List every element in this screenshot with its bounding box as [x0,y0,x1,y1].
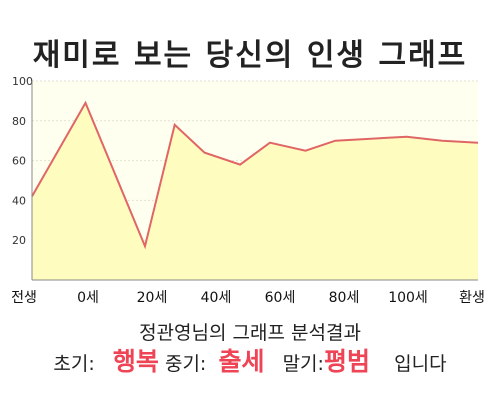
x-tick-label: 60세 [265,290,296,306]
y-tick-label: 80 [12,115,26,128]
y-tick-label: 40 [12,194,26,207]
x-tick-label: 전생 [11,290,37,306]
x-axis-labels: 전생 0세 20세 40세 60세 80세 100세 환생 [11,290,485,306]
ending-text: 입니다 [394,353,447,375]
x-tick-label: 80세 [329,290,360,306]
analysis-heading: 정관영님의 그래프 분석결과 [139,322,361,344]
chart-title: 재미로 보는 당신의 인생 그래프 [32,38,468,73]
late-label: 말기: [282,353,324,375]
x-tick-label: 0세 [77,290,99,306]
y-tick-label: 20 [12,234,26,247]
mid-label: 중기: [164,353,207,375]
y-tick-label: 100 [12,75,33,88]
x-tick-label: 100세 [388,290,428,306]
x-tick-label: 환생 [459,290,485,306]
late-value: 평범 [323,347,370,376]
life-area-fill [32,102,478,281]
early-label: 초기: [53,353,95,375]
life-graph-chart: 20 40 60 80 100 전생 0세 20세 40세 60세 80세 100세 환생 [11,75,485,306]
early-value: 행복 [112,347,159,376]
x-tick-label: 20세 [137,290,168,306]
y-tick-label: 60 [12,155,26,168]
life-line [31,100,479,250]
x-tick-label: 40세 [201,290,232,306]
result-line: 초기: 행복 중기: 출세 말기:평범 입니다 [0,342,500,378]
y-axis-ticks: 20 40 60 80 100 [12,75,33,247]
mid-value: 출세 [218,347,265,376]
